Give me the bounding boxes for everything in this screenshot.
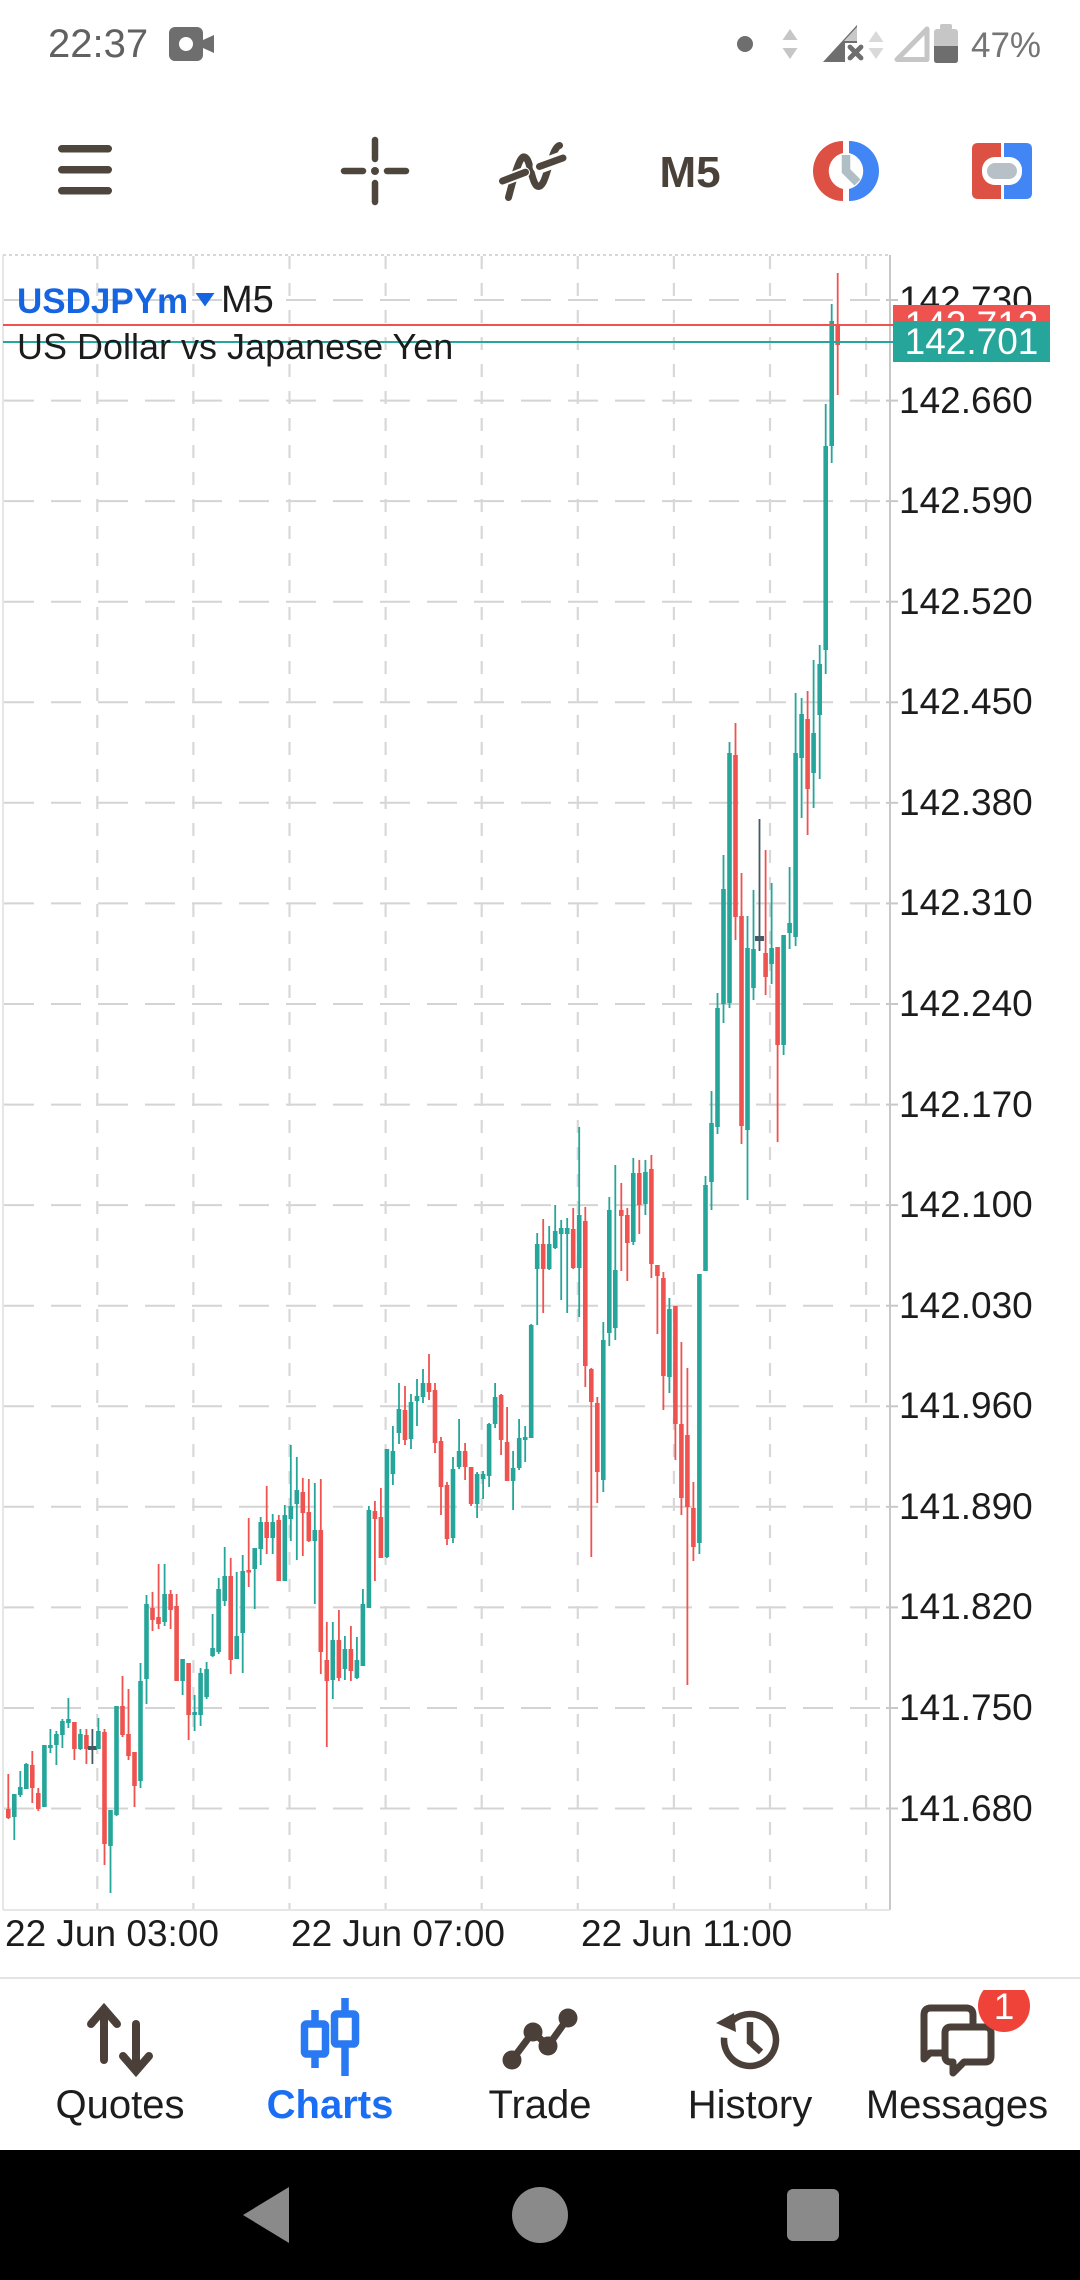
svg-text:M5: M5 (659, 148, 720, 197)
svg-text:1: 1 (994, 1990, 1015, 2027)
